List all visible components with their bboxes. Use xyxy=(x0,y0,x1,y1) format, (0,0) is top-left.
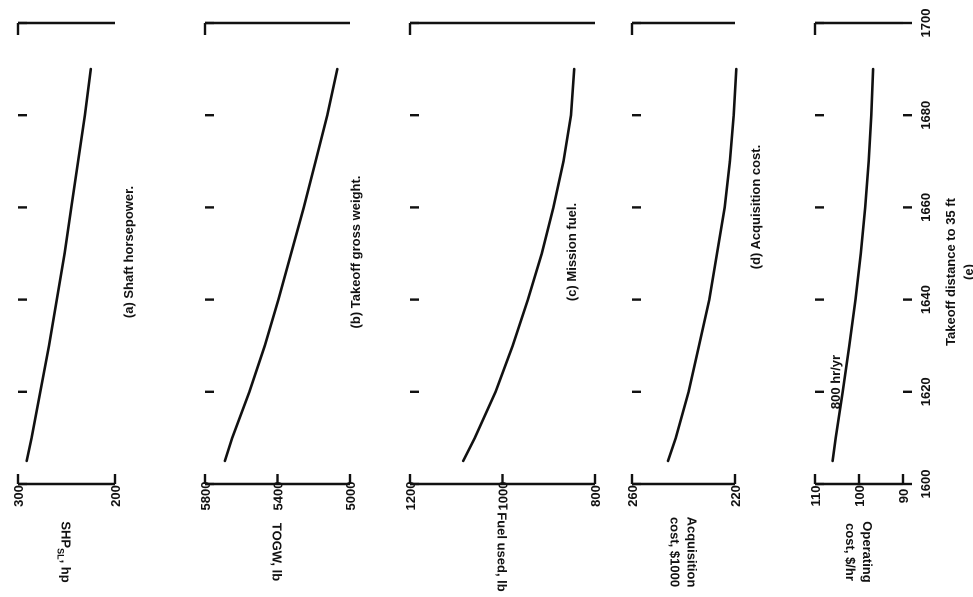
panel-caption: (c) Mission fuel. xyxy=(564,203,579,301)
y-tick-label: 200 xyxy=(108,485,123,507)
y-tick-label: 5800 xyxy=(198,482,213,511)
y-tick-label: 5400 xyxy=(271,482,286,511)
y-tick-label: 5000 xyxy=(343,482,358,511)
panel-frame xyxy=(18,21,115,486)
y-axis-label-text: TOGW, lb xyxy=(270,523,285,581)
y-tick-label: 100 xyxy=(852,485,867,507)
y-axis-label: TOGW, lb xyxy=(270,523,285,581)
panel-3: 1200 1000 800 (c) Mission fuel. Fuel used, l… xyxy=(403,21,603,592)
x-tick-label: 1680 xyxy=(918,101,933,130)
series-line xyxy=(666,67,738,463)
y-tick-label: 110 xyxy=(808,486,823,507)
panel-caption: (d) Acquisition cost. xyxy=(748,145,763,269)
y-label-unit: , hp xyxy=(59,560,74,583)
series-line xyxy=(223,67,339,463)
x-tick-label: 1700 xyxy=(918,9,933,38)
y-axis-label-line2: cost, $/hr xyxy=(843,523,858,581)
panel-caption: (b) Takeoff gross weight. xyxy=(348,176,363,329)
y-axis-label: SHPSL, hp xyxy=(56,521,74,582)
y-axis-label-line2: cost, $1000 xyxy=(668,517,683,587)
x-axis: 1600 1620 1640 1660 1680 1700 xyxy=(903,9,933,499)
y-label-sub: SL xyxy=(56,548,66,560)
y-tick-label: 220 xyxy=(728,485,743,507)
x-tick-label: 1620 xyxy=(918,377,933,406)
panel-annotation: 800 hr/yr xyxy=(828,355,843,409)
panel-frame xyxy=(815,21,903,486)
y-axis-label-line1: Acquisition xyxy=(685,517,700,588)
y-tick-label: 1000 xyxy=(496,482,511,511)
y-axis-label-text: SHPSL, hp xyxy=(56,521,74,582)
chart-root: 300 200 (a) Shaft horsepower. SHPSL, hp 5800… xyxy=(11,9,973,592)
series-line xyxy=(461,67,576,463)
series-line xyxy=(831,67,875,463)
panel-1: 300 200 (a) Shaft horsepower. SHPSL, hp xyxy=(11,21,136,583)
y-tick-label: 90 xyxy=(896,489,911,503)
series-line xyxy=(25,67,93,463)
panel-frame xyxy=(205,21,350,486)
x-tick-label: 1660 xyxy=(918,193,933,222)
y-axis-label-text: Fuel used, lb xyxy=(495,512,510,592)
y-tick-label: 300 xyxy=(11,485,26,507)
y-label-main: SHP xyxy=(59,521,74,548)
panel-frame xyxy=(632,21,735,486)
y-axis-label: Fuel used, lb xyxy=(495,512,510,592)
y-tick-label: 1200 xyxy=(403,482,418,511)
x-tick-label: 1640 xyxy=(918,285,933,314)
panel-4: 260 220 (d) Acquisition cost. Acquisitionco… xyxy=(625,21,763,588)
figure-label: (e) xyxy=(961,264,973,280)
x-tick-label: 1600 xyxy=(918,470,933,499)
panels: 300 200 (a) Shaft horsepower. SHPSL, hp 5800… xyxy=(11,21,911,592)
x-axis-label: Takeoff distance to 35 ft xyxy=(943,197,958,346)
y-tick-label: 260 xyxy=(625,485,640,507)
y-axis-label-line1: Operating xyxy=(860,521,875,582)
panel-2: 5800 5400 5000 (b) Takeoff gross weight. TOG… xyxy=(198,21,363,581)
panel-caption: (a) Shaft horsepower. xyxy=(121,186,136,318)
y-tick-label: 800 xyxy=(588,485,603,507)
